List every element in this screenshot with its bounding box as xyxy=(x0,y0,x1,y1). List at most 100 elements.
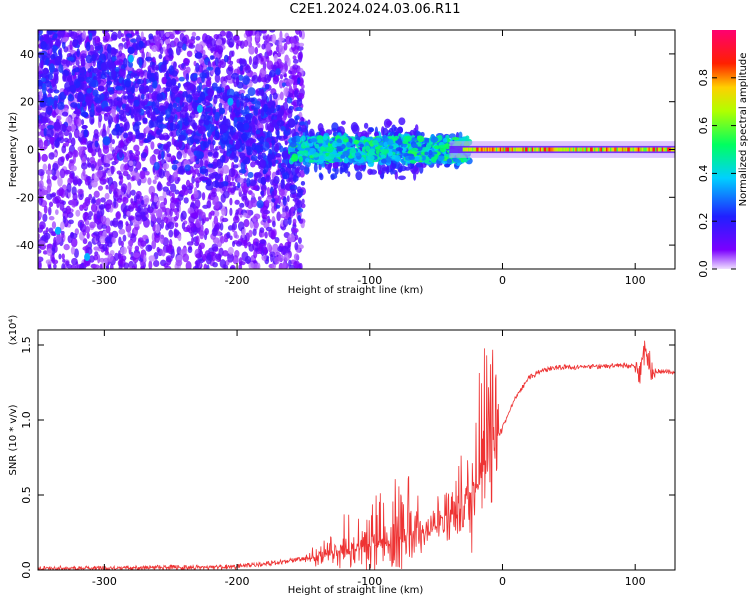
heatmap-cell xyxy=(287,216,292,226)
heatmap-cell xyxy=(296,97,303,107)
heatmap-cell xyxy=(198,119,204,124)
heatmap-cell xyxy=(62,258,66,263)
heatmap-cell xyxy=(127,98,134,104)
heatmap-cell xyxy=(273,183,279,190)
heatmap-cell xyxy=(298,92,305,100)
heatmap-cell xyxy=(153,259,160,268)
heatmap-cell xyxy=(38,249,42,254)
heatmap-cell xyxy=(363,122,369,129)
heatmap-cell xyxy=(163,263,169,268)
heatmap-cell xyxy=(39,89,43,99)
heatmap-cell xyxy=(88,255,95,263)
heatmap-cell xyxy=(48,215,55,221)
heatmap-cell xyxy=(308,128,315,138)
heatmap-cell xyxy=(135,30,139,35)
heatmap-cell xyxy=(43,140,48,150)
heatmap-cell xyxy=(124,121,130,131)
heatmap-cell xyxy=(200,224,204,232)
heatmap-cell xyxy=(123,262,130,269)
heatmap-cell xyxy=(73,248,79,259)
heatmap-cell xyxy=(278,162,282,169)
heatmap-cell xyxy=(286,97,293,104)
heatmap-cell xyxy=(60,221,65,230)
heatmap-cell xyxy=(217,45,224,55)
heatmap-cell xyxy=(169,183,177,193)
heatmap-cell xyxy=(120,240,124,247)
heatmap-cell xyxy=(240,92,245,99)
heatmap-cell xyxy=(118,236,122,247)
heatmap-cell xyxy=(297,188,304,194)
heatmap-cell xyxy=(264,199,270,207)
heatmap-cell xyxy=(193,95,199,101)
heatmap-cell xyxy=(276,119,285,127)
heatmap-cell xyxy=(48,206,52,216)
heatmap-cell xyxy=(83,128,88,138)
heatmap-cell xyxy=(134,121,142,126)
heatmap-cell xyxy=(238,74,244,81)
heatmap-cell xyxy=(211,243,218,252)
heatmap-cell xyxy=(57,30,65,38)
heatmap-cell xyxy=(276,211,281,222)
heatmap-cell xyxy=(142,234,149,240)
heatmap-cell xyxy=(177,166,184,175)
heatmap-cell xyxy=(397,175,406,181)
heatmap-cell xyxy=(140,240,147,247)
heatmap-cell xyxy=(369,169,378,175)
heatmap-cell xyxy=(70,6,75,13)
heatmap-cell xyxy=(359,143,365,148)
heatmap-cell xyxy=(118,263,123,269)
heatmap-cell xyxy=(111,139,115,145)
heatmap-cell xyxy=(38,51,42,59)
heatmap-cell xyxy=(252,263,260,269)
heatmap-cell xyxy=(182,253,190,263)
heatmap-cell xyxy=(40,41,47,50)
heatmap-cell xyxy=(214,201,220,210)
heatmap-cell xyxy=(84,219,90,226)
heatmap-cell xyxy=(228,167,236,178)
heatmap-cell xyxy=(54,55,62,65)
heatmap-cell xyxy=(243,239,248,249)
heatmap-cell xyxy=(110,47,117,57)
heatmap-cell xyxy=(130,189,136,196)
heatmap-cell xyxy=(270,230,276,240)
heatmap-cell xyxy=(212,151,219,159)
heatmap-cell xyxy=(147,135,156,140)
heatmap-cell xyxy=(227,246,234,255)
heatmap-cell xyxy=(231,240,236,248)
heatmap-cell xyxy=(287,57,291,67)
heatmap-cell xyxy=(255,129,261,135)
heatmap-cell xyxy=(222,132,228,141)
heatmap-cell xyxy=(155,208,163,219)
heatmap-cell xyxy=(156,216,162,224)
heatmap-cell xyxy=(89,114,95,125)
heatmap-cell xyxy=(75,59,80,66)
heatmap-cell xyxy=(48,264,52,269)
heatmap-cell xyxy=(223,264,229,269)
heatmap-cell xyxy=(38,79,43,87)
heatmap-cell xyxy=(98,113,103,123)
heatmap-cell xyxy=(48,152,55,160)
heatmap-cell xyxy=(271,33,277,44)
heatmap-cell xyxy=(291,43,295,48)
heatmap-cell xyxy=(174,207,178,216)
heatmap-cell xyxy=(61,263,66,269)
heatmap-cell xyxy=(88,12,93,21)
heatmap-cell xyxy=(58,253,62,260)
heatmap-cell xyxy=(205,255,212,265)
heatmap-cell xyxy=(151,81,157,89)
heatmap-cell xyxy=(45,169,53,175)
heatmap-cell xyxy=(240,59,246,64)
heatmap-cell xyxy=(128,215,135,221)
heatmap-cell xyxy=(290,36,296,46)
heatmap-cell xyxy=(47,107,53,113)
heatmap-cell xyxy=(147,177,152,185)
heatmap-cell xyxy=(181,185,188,192)
heatmap-cell xyxy=(308,142,314,147)
heatmap-cell xyxy=(177,82,181,89)
heatmap-cell xyxy=(70,264,77,269)
heatmap-cell xyxy=(171,164,178,171)
heatmap-cell xyxy=(46,128,54,138)
heatmap-cell xyxy=(193,73,198,78)
heatmap-cell xyxy=(283,73,287,78)
heatmap-cell xyxy=(188,42,194,48)
